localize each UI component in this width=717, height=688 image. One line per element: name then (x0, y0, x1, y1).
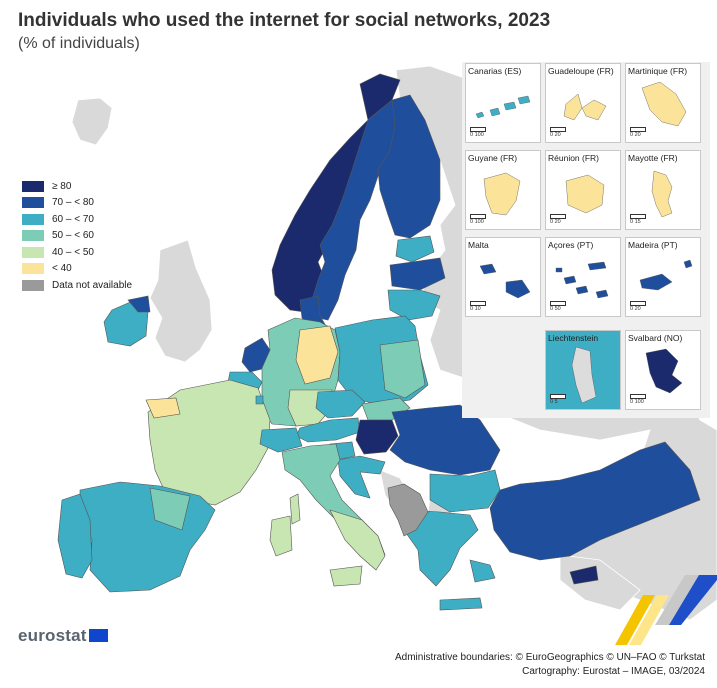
legend-label: < 40 (52, 263, 72, 275)
scale-bar: 0 20 (630, 127, 646, 138)
germany-east (295, 325, 339, 385)
map-subtitle: (% of individuals) (18, 35, 140, 52)
inset-label: Mayotte (FR) (628, 153, 678, 163)
sicily (329, 565, 363, 587)
croatia (337, 455, 386, 499)
legend-item: 60 – < 70 (22, 211, 132, 228)
latvia (389, 257, 446, 291)
inset-guyane: Guyane (FR) 0 100 (465, 150, 541, 230)
spain (79, 481, 216, 593)
inset-mayotte: Mayotte (FR) 0 15 (625, 150, 701, 230)
inset-acores: Açores (PT) 0 50 (545, 237, 621, 317)
inset-liechtenstein: Liechtenstein 0 5 (545, 330, 621, 410)
legend-label: Data not available (52, 279, 133, 291)
poland-east (379, 339, 426, 399)
legend-swatch (22, 246, 44, 258)
scale-bar: 0 100 (630, 394, 646, 405)
credits-boundaries: Administrative boundaries: © EuroGeograp… (394, 652, 705, 663)
legend-label: ≥ 80 (52, 180, 72, 192)
inset-label: Guyane (FR) (468, 153, 518, 163)
legend-swatch (22, 213, 44, 225)
legend-item: ≥ 80 (22, 178, 132, 195)
portugal (57, 493, 93, 579)
greece-islands (469, 559, 496, 583)
legend-item: 50 – < 60 (22, 228, 132, 245)
decorative-stripes (615, 575, 717, 645)
hungary (355, 419, 399, 455)
inset-martinique: Martinique (FR) 0 20 (625, 63, 701, 143)
legend-swatch (22, 180, 44, 192)
sardinia (269, 515, 293, 557)
eu-flag-icon (89, 629, 108, 642)
scale-bar: 0 15 (630, 214, 646, 225)
legend-label: 70 – < 80 (52, 197, 94, 209)
map-legend: ≥ 80 70 – < 80 60 – < 70 50 – < 60 40 – … (22, 178, 132, 294)
inset-label: Liechtenstein (548, 333, 599, 343)
credits-cartography: Cartography: Eurostat – IMAGE, 03/2024 (522, 666, 705, 677)
inset-label: Malta (468, 240, 489, 250)
scale-bar: 0 20 (550, 127, 566, 138)
scale-bar: 0 20 (630, 301, 646, 312)
country-shapes (57, 73, 701, 611)
legend-item: 70 – < 80 (22, 195, 132, 212)
inset-label: Martinique (FR) (628, 66, 688, 76)
legend-swatch (22, 263, 44, 275)
brittany (145, 397, 181, 419)
bulgaria (429, 469, 501, 513)
italy-south (329, 509, 386, 571)
greece (403, 509, 479, 587)
legend-label: 60 – < 70 (52, 213, 94, 225)
inset-label: Açores (PT) (548, 240, 594, 250)
legend-swatch (22, 197, 44, 209)
inset-madeira: Madeira (PT) 0 20 (625, 237, 701, 317)
estonia (395, 235, 435, 263)
corsica (289, 493, 301, 525)
inset-label: Guadeloupe (FR) (548, 66, 614, 76)
legend-swatch (22, 279, 44, 291)
turkey (489, 441, 701, 561)
inset-label: Svalbard (NO) (628, 333, 683, 343)
finland (377, 94, 441, 239)
legend-swatch (22, 230, 44, 242)
inset-malta: Malta 0 10 (465, 237, 541, 317)
inset-guadeloupe: Guadeloupe (FR) 0 20 (545, 63, 621, 143)
inset-canarias: Canarias (ES) 0 100 (465, 63, 541, 143)
legend-item: Data not available (22, 277, 132, 294)
scale-bar: 0 100 (470, 214, 486, 225)
legend-item: 40 – < 50 (22, 244, 132, 261)
inset-svalbard: Svalbard (NO) 0 100 (625, 330, 701, 410)
inset-label: Canarias (ES) (468, 66, 522, 76)
scale-bar: 0 100 (470, 127, 486, 138)
scale-bar: 0 5 (550, 394, 566, 405)
legend-label: 50 – < 60 (52, 230, 94, 242)
legend-item: < 40 (22, 261, 132, 278)
romania (389, 404, 501, 476)
lithuania (387, 289, 441, 321)
scale-bar: 0 20 (550, 214, 566, 225)
czechia (315, 389, 366, 419)
inset-reunion: Réunion (FR) 0 20 (545, 150, 621, 230)
northern-ireland (127, 295, 151, 313)
eurostat-logo: eurostat (18, 626, 87, 645)
inset-label: Madeira (PT) (628, 240, 678, 250)
crete (439, 597, 483, 611)
switzerland (259, 427, 303, 453)
luxembourg (255, 395, 264, 405)
scale-bar: 0 10 (470, 301, 486, 312)
map-title: Individuals who used the internet for so… (18, 10, 551, 31)
spain-aragon (149, 487, 191, 531)
scale-bar: 0 50 (550, 301, 566, 312)
western-balkans (387, 483, 429, 537)
legend-label: 40 – < 50 (52, 246, 94, 258)
cyprus (569, 565, 599, 585)
inset-label: Réunion (FR) (548, 153, 600, 163)
